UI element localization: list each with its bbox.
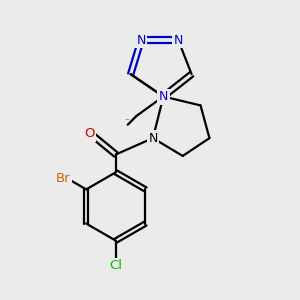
Text: N: N [159, 90, 168, 103]
Text: N: N [173, 34, 183, 46]
Text: N: N [136, 34, 146, 46]
Text: O: O [84, 127, 94, 140]
Text: Cl: Cl [109, 260, 122, 272]
Text: methyl: methyl [126, 119, 131, 120]
Text: Br: Br [56, 172, 71, 185]
Text: N: N [148, 132, 158, 145]
